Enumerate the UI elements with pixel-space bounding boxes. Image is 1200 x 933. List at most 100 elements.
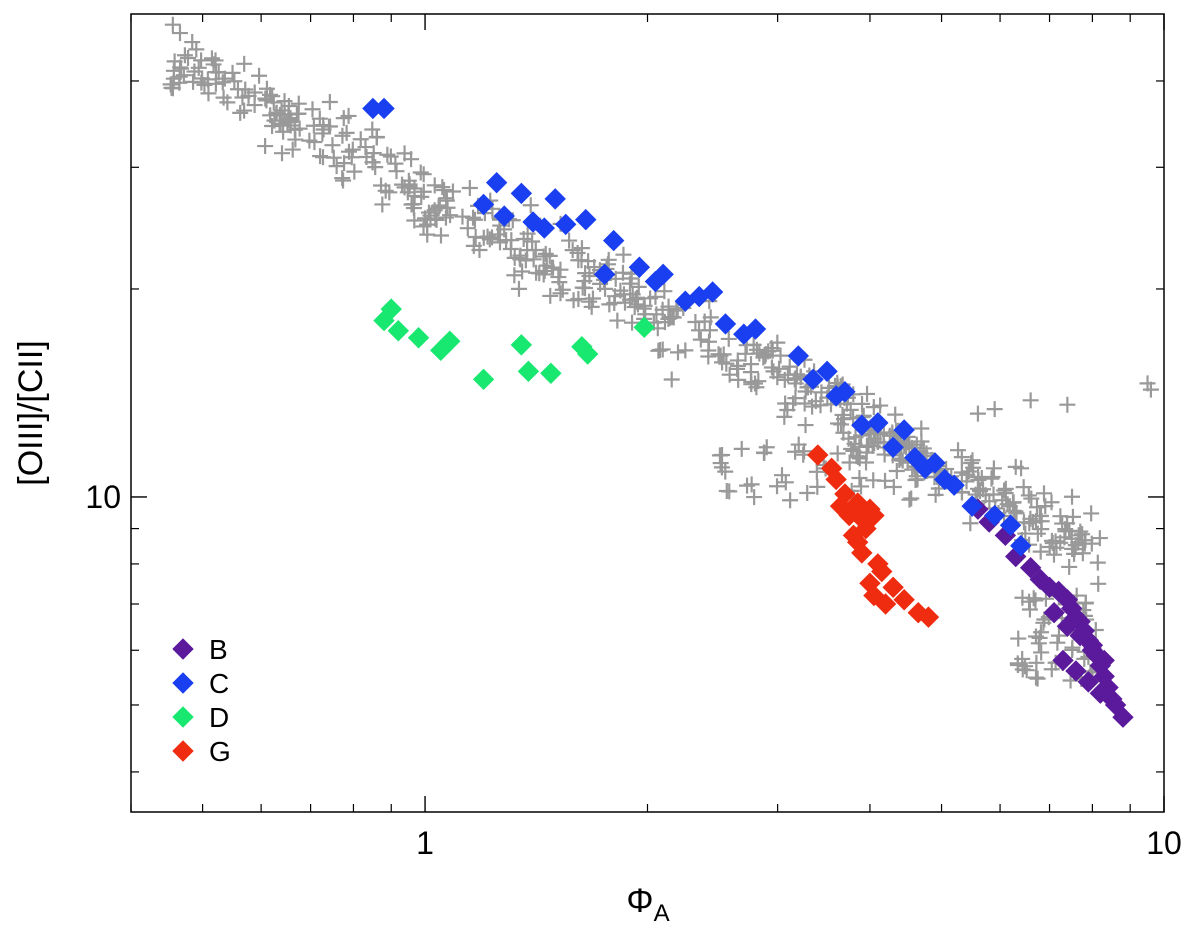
background-point (166, 53, 183, 70)
background-point (454, 208, 471, 225)
background-point (717, 463, 734, 480)
point-D (576, 343, 599, 365)
point-B (1081, 639, 1104, 661)
background-point (985, 460, 1002, 477)
background-point (739, 477, 756, 494)
background-point (1090, 575, 1107, 592)
point-C (744, 318, 767, 340)
background-point (700, 342, 717, 359)
point-B (1052, 649, 1074, 672)
background-point (1061, 558, 1078, 575)
background-point (1015, 479, 1032, 496)
background-point (733, 440, 750, 457)
background-point (776, 408, 793, 425)
background-point (1064, 488, 1081, 505)
background-point (1027, 592, 1044, 609)
background-point (335, 172, 352, 189)
background-point (615, 246, 632, 263)
background-point (715, 346, 732, 363)
plot-frame (130, 13, 1165, 813)
background-point (1064, 508, 1081, 525)
point-G (838, 504, 860, 527)
background-point (1007, 503, 1024, 520)
background-point (885, 478, 902, 495)
background-point (777, 474, 794, 491)
background-point (1091, 530, 1108, 547)
background-point (888, 463, 905, 480)
background-point (432, 227, 449, 244)
background-point (624, 314, 641, 331)
background-point (515, 231, 532, 248)
point-G (882, 576, 904, 599)
background-point (1028, 654, 1045, 671)
background-point (400, 172, 417, 189)
background-point (1033, 644, 1050, 661)
background-point (1015, 514, 1032, 531)
background-point (773, 467, 790, 484)
point-C (924, 452, 946, 474)
background-point (465, 237, 482, 254)
background-point (1059, 396, 1076, 413)
background-point (565, 292, 582, 309)
background-point (312, 148, 329, 165)
background-point (891, 452, 908, 469)
background-point (1043, 494, 1060, 511)
background-point (1029, 670, 1046, 687)
background-point (851, 470, 868, 487)
background-point (808, 463, 825, 480)
background-point (650, 342, 667, 359)
point-G (917, 606, 940, 628)
background-point (251, 67, 268, 84)
point-G (851, 542, 873, 564)
background-point (656, 283, 673, 300)
background-point (1077, 532, 1094, 549)
background-point (438, 190, 455, 207)
background-point (804, 398, 821, 415)
background-point (344, 141, 361, 158)
background-point (581, 293, 598, 310)
x-tick-label: 1 (416, 825, 434, 861)
point-C (787, 345, 810, 367)
background-point (573, 240, 590, 257)
background-point (1066, 545, 1083, 562)
background-point (444, 183, 461, 200)
point-C (943, 474, 965, 496)
point-C (493, 205, 515, 227)
point-D (633, 316, 655, 339)
point-D (510, 334, 533, 356)
background-point (769, 334, 786, 351)
background-point (1072, 523, 1089, 540)
background-point (829, 445, 846, 462)
point-D (380, 298, 402, 320)
point-D (407, 327, 430, 349)
background-point (315, 117, 332, 134)
background-point (721, 483, 738, 500)
point-B (1065, 660, 1087, 682)
background-point (712, 455, 729, 472)
background-point (1020, 487, 1037, 504)
point-G (874, 593, 897, 615)
background-point (862, 425, 879, 442)
point-C (652, 263, 674, 286)
point-B (1069, 624, 1091, 647)
background-point (877, 472, 894, 489)
background-point (321, 93, 338, 110)
point-C (714, 313, 737, 335)
point-C (373, 97, 395, 120)
background-point (324, 137, 341, 154)
background-point (525, 251, 542, 268)
background-point (600, 251, 617, 268)
background-point (545, 259, 562, 276)
point-B (1043, 601, 1065, 624)
background-point (950, 442, 967, 459)
background-point (535, 266, 552, 283)
tick-marks (130, 14, 1165, 812)
point-C (816, 360, 838, 383)
background-point (420, 204, 437, 221)
point-D (472, 368, 495, 391)
background-point (669, 344, 686, 361)
background-point (809, 478, 826, 495)
background-point (1030, 635, 1047, 652)
